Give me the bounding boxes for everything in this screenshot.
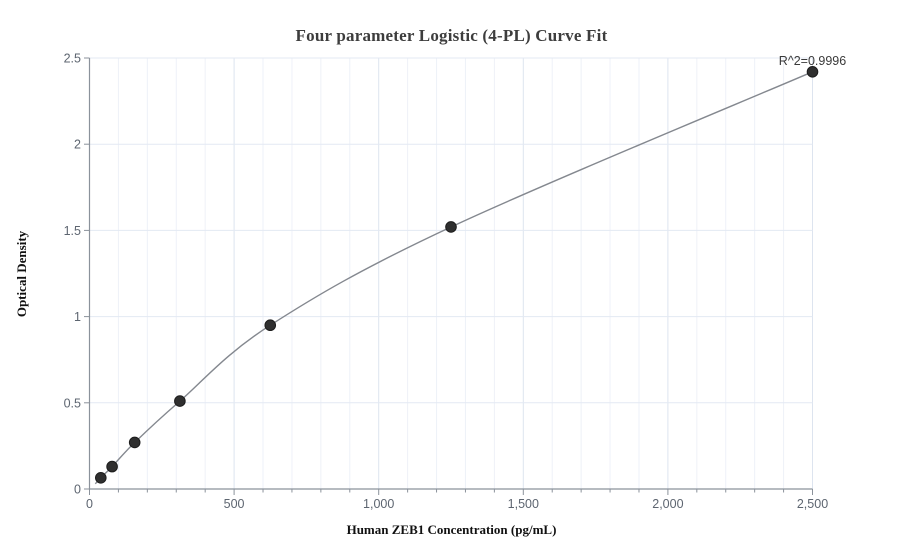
data-point (806, 65, 819, 78)
r-squared-annotation: R^2=0.9996 (779, 54, 846, 68)
y-tick-label: 2.5 (64, 52, 81, 66)
ticks-group (84, 57, 813, 495)
x-tick-label: 1,000 (363, 497, 394, 511)
x-tick-label: 0 (86, 497, 93, 511)
gridlines-group (89, 57, 813, 489)
data-point (264, 319, 277, 332)
data-point (174, 395, 186, 407)
y-axis-title-text: Optical Density (14, 230, 29, 318)
y-tick-label: 2 (74, 138, 81, 152)
data-point (106, 460, 118, 473)
y-tick-label: 1 (74, 310, 81, 324)
chart-title: Four parameter Logistic (4-PL) Curve Fit (295, 26, 608, 45)
x-tick-label: 2,000 (652, 497, 683, 511)
data-point (94, 471, 107, 484)
data-points-group (94, 65, 819, 484)
x-tick-label: 500 (224, 497, 245, 511)
x-tick-label: 1,500 (508, 497, 539, 511)
y-tick-label: 0.5 (64, 396, 81, 410)
data-point (128, 436, 141, 449)
data-point (445, 221, 457, 233)
axes-group (88, 58, 813, 490)
x-tick-label: 2,500 (797, 497, 828, 511)
y-tick-label: 0 (74, 483, 81, 497)
fit-curve-line (94, 71, 813, 485)
x-axis-title: Human ZEB1 Concentration (pg/mL) (346, 522, 557, 537)
y-tick-label: 1.5 (64, 224, 81, 238)
tick-labels-group: 0 500 1,000 1,500 2,000 2,500 0 0.5 1 1.5 2 2.5 (64, 52, 829, 512)
